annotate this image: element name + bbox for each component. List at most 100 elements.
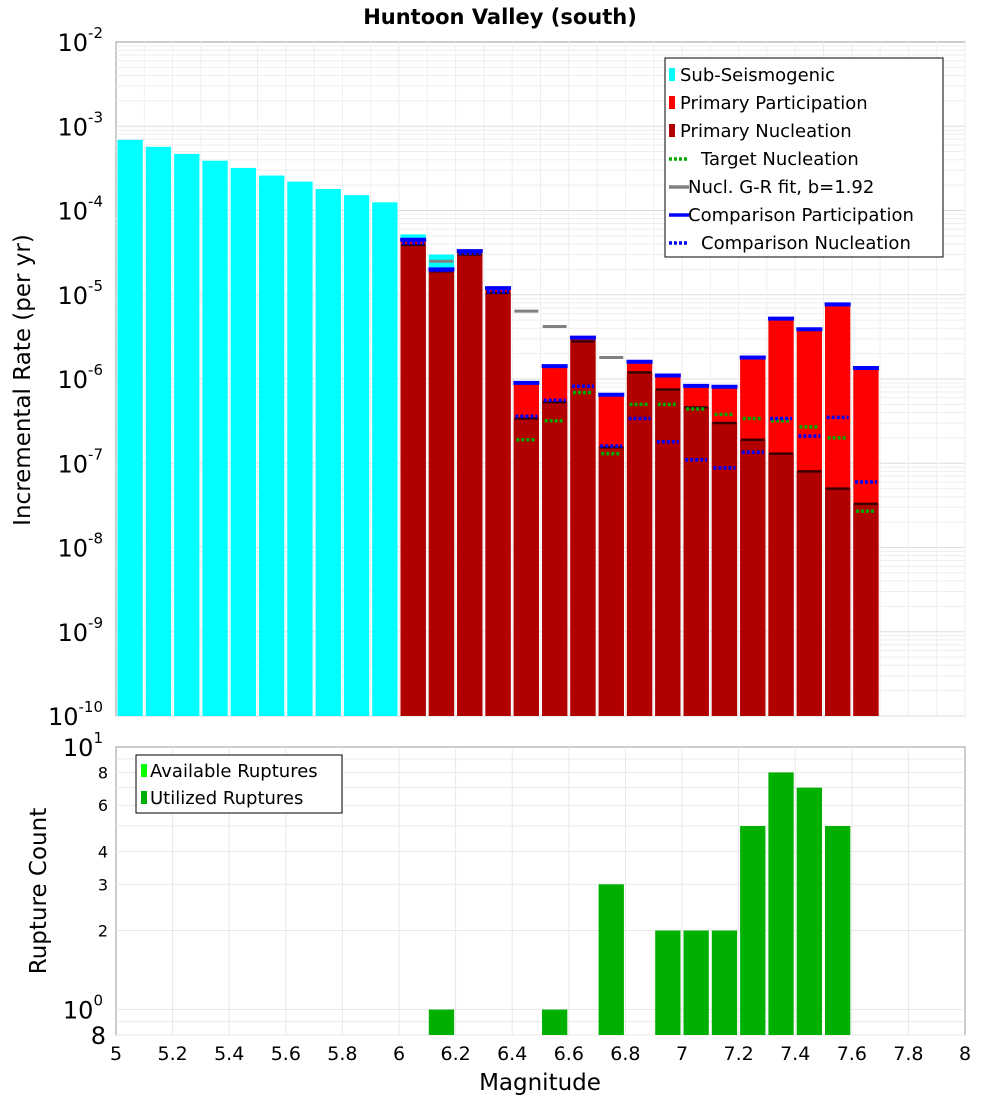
utilized-ruptures-bar: [768, 772, 794, 1035]
sub-seismogenic-bar: [343, 195, 370, 716]
count-y-tick-label: 2: [98, 922, 108, 941]
x-tick-label: 7.6: [837, 1043, 867, 1065]
primary-nucleation-bar: [796, 471, 822, 716]
rate-y-tick-label: 10-5: [57, 277, 103, 310]
sub-seismogenic-bar: [372, 202, 398, 716]
primary-nucleation-bar: [655, 389, 681, 716]
sub-seismogenic-bar: [259, 175, 285, 716]
x-tick-label: 7.8: [893, 1043, 923, 1065]
legend-comparison-participation-label: Comparison Participation: [688, 205, 914, 226]
x-tick-label: 6.6: [554, 1043, 584, 1065]
rate-y-tick-label: 10-10: [48, 698, 103, 731]
chart-title: Huntoon Valley (south): [363, 5, 637, 29]
primary-nucleation-bar: [485, 292, 511, 716]
primary-nucleation-bar: [400, 244, 426, 716]
rate-legend-box: [664, 57, 944, 258]
primary-nucleation-bar: [853, 503, 879, 716]
primary-nucleation-bar: [457, 254, 483, 716]
sub-seismogenic-bar: [117, 139, 143, 716]
primary-nucleation-bar: [740, 439, 766, 716]
count-y-tick-label: 8: [91, 1022, 106, 1050]
count-y-tick-label: 3: [98, 875, 108, 894]
x-tick-label: 7.2: [723, 1043, 753, 1065]
legend-available-ruptures-swatch: [141, 764, 147, 777]
count-y-tick-label: 100: [63, 992, 103, 1025]
x-axis-label: Magnitude: [479, 1070, 601, 1096]
legend-comparison-nucleation-label: Comparison Nucleation: [701, 233, 911, 254]
x-tick-label: 6: [393, 1043, 405, 1065]
primary-nucleation-bar: [683, 407, 709, 716]
x-tick-label: 8: [959, 1043, 971, 1065]
count-y-tick-label: 6: [98, 796, 108, 815]
rate-y-axis-label: Incremental Rate (per yr): [10, 234, 36, 526]
sub-seismogenic-bar: [315, 188, 341, 716]
primary-nucleation-bar: [513, 418, 539, 716]
legend-utilized-ruptures-swatch: [141, 791, 147, 804]
utilized-ruptures-bar: [598, 884, 624, 1035]
utilized-ruptures-bar: [542, 1009, 568, 1035]
utilized-ruptures-bar: [825, 826, 851, 1035]
x-tick-label: 6.4: [497, 1043, 527, 1065]
x-tick-label: 5.4: [214, 1043, 244, 1065]
sub-seismogenic-bar: [145, 146, 172, 716]
count-bars: [428, 772, 851, 1035]
rate-y-tick-label: 10-2: [57, 24, 103, 57]
count-y-axis-label: Rupture Count: [26, 808, 52, 974]
rate-line-marks: [400, 237, 879, 513]
primary-nucleation-bar: [825, 488, 851, 716]
legend-sub-seismogenic-label: Sub-Seismogenic: [680, 65, 835, 86]
primary-nucleation-bar: [570, 341, 596, 716]
rate-y-tick-label: 10-3: [57, 108, 103, 141]
legend-primary-nucleation-swatch: [669, 124, 675, 137]
count-legend: Available Ruptures Utilized Ruptures: [135, 754, 343, 814]
legend-primary-participation-label: Primary Participation: [680, 93, 868, 114]
count-y-tick-label: 8: [98, 763, 108, 782]
legend-primary-participation-swatch: [669, 96, 675, 109]
sub-seismogenic-bar: [174, 153, 200, 717]
rate-y-tick-label: 10-9: [57, 614, 103, 647]
rate-y-tick-label: 10-8: [57, 530, 103, 563]
legend-available-ruptures-label: Available Ruptures: [150, 761, 318, 782]
utilized-ruptures-bar: [711, 930, 738, 1035]
sub-seismogenic-bar: [230, 167, 256, 717]
x-tick-label: 5.8: [327, 1043, 357, 1065]
x-tick-label: 7: [676, 1043, 688, 1065]
x-tick-label: 6.8: [610, 1043, 640, 1065]
legend-target-nucleation-label: Target Nucleation: [700, 149, 859, 170]
primary-nucleation-bar: [768, 453, 794, 716]
rate-y-tick-label: 10-4: [57, 193, 103, 226]
rate-panel: 10-2 10-3 10-4 10-5 10-6 10-7 10-8 10-9 10-10 In…: [10, 24, 966, 731]
count-y-tick-label: 101: [63, 729, 103, 762]
magnitude-x-axis-ticks: 5 5.2 5.4 5.6 5.8 6 6.2 6.4 6.6 6.8 7 7.2 7.4 7.6 7.8 8: [110, 1043, 971, 1065]
legend-nucl-g-r-fit-b-1-92-label: Nucl. G-R fit, b=1.92: [688, 177, 874, 198]
utilized-ruptures-bar: [683, 930, 709, 1035]
primary-nucleation-bar: [711, 423, 738, 716]
utilized-ruptures-bar: [740, 826, 766, 1035]
x-tick-label: 5: [110, 1043, 122, 1065]
utilized-ruptures-bar: [428, 1009, 455, 1035]
utilized-ruptures-bar: [655, 930, 681, 1035]
sub-seismogenic-bar: [287, 181, 313, 717]
x-tick-label: 6.2: [440, 1043, 470, 1065]
primary-nucleation-bar: [626, 372, 653, 716]
legend-utilized-ruptures-label: Utilized Ruptures: [150, 788, 303, 809]
rate-bars: [117, 139, 879, 717]
x-tick-label: 5.2: [157, 1043, 187, 1065]
rate-legend: Sub-Seismogenic Primary Participation Prim…: [664, 57, 944, 258]
count-legend-box: [135, 754, 343, 814]
legend-sub-seismogenic-swatch: [669, 68, 675, 81]
rate-y-tick-label: 10-6: [57, 361, 103, 394]
rate-y-tick-label: 10-7: [57, 445, 103, 478]
primary-nucleation-bar: [428, 271, 455, 716]
x-tick-label: 7.4: [780, 1043, 810, 1065]
primary-nucleation-bar: [598, 447, 624, 716]
sub-seismogenic-bar: [202, 160, 228, 716]
x-tick-label: 5.6: [271, 1043, 301, 1065]
rate-y-axis-ticks: 10-2 10-3 10-4 10-5 10-6 10-7 10-8 10-9 10-10: [48, 24, 103, 731]
utilized-ruptures-bar: [796, 787, 822, 1035]
count-y-tick-label: 4: [98, 842, 108, 861]
legend-primary-nucleation-label: Primary Nucleation: [680, 121, 852, 142]
